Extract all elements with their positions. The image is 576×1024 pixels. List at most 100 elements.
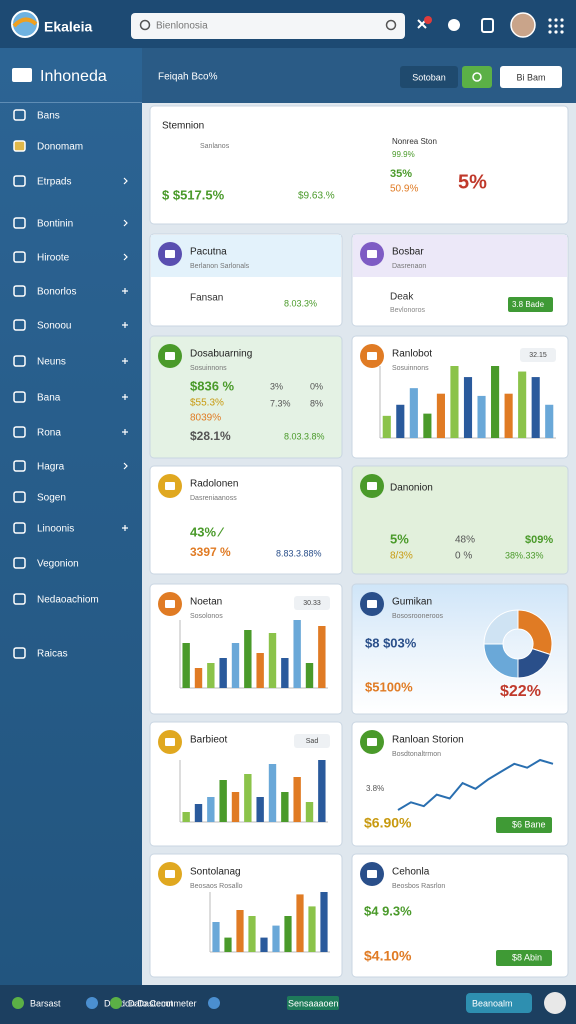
bar [268,633,277,688]
icon-grid[interactable] [548,18,564,34]
bar [194,668,203,688]
expand [122,394,128,400]
menu-icon [13,491,26,503]
bar [293,777,301,822]
card-subtitle: Sosuinnons [392,365,429,372]
bar [318,760,326,822]
chip [496,950,552,966]
bar [491,366,500,438]
footer-item: Sensaaaoen [288,998,339,1008]
button[interactable] [400,66,458,88]
stat: 8.03.3% [284,298,317,308]
footer-item: Barsast [30,998,61,1008]
chip [508,297,553,312]
card-icon-glyph [367,250,377,258]
card-subtitle: Berlanon Sarlonals [190,263,250,270]
card-subtitle: Sosuinnons [190,365,227,372]
stat: 0 % [455,551,472,562]
bar [231,792,240,822]
card-bg [351,335,569,459]
bar [318,626,326,688]
button-green[interactable] [462,66,492,88]
chevron [123,253,128,261]
donut-slice [483,609,519,645]
bar [256,797,264,822]
menu-icon [13,285,26,297]
card-title: Stemnion [162,121,204,132]
bar [219,780,227,822]
stat: $8 Abin [512,952,542,962]
menu-icon [13,251,26,263]
card-title: Pacutna [190,247,227,258]
card: Stemnion Sanlanos $ $517.5% $9.63.% Nonrea S… [149,105,569,225]
icon-doc[interactable] [481,18,494,33]
button[interactable] [500,66,562,88]
bar [182,643,190,688]
stat: 8% [310,398,323,408]
menu-item: Bonorlos [37,287,76,298]
stat: $836 % [190,378,235,393]
bar [236,910,244,952]
expand [122,322,128,328]
menu-icon [13,355,26,367]
menu-item: Rona [37,428,61,439]
bar [531,377,540,438]
bar [284,916,292,952]
card-icon-glyph [165,482,175,490]
bar [293,620,301,688]
card-icon-glyph [165,738,175,746]
card-icon-glyph [367,600,377,608]
menu-item: Hiroote [37,253,70,264]
stat: $4.10% [364,948,412,964]
stat: $22% [500,683,541,700]
card-title: Danonion [390,483,433,494]
card: Sontolanag Beosaos Rosallo [149,853,343,978]
stat: 8/3% [390,551,413,562]
footer-button[interactable] [466,993,532,1013]
search-icon[interactable] [385,19,397,31]
card-title: Gumikan [392,597,432,608]
stat: 3397 % [190,545,231,559]
footer-item: Dato Cemnmeter [128,998,197,1008]
bar [450,366,459,438]
bar [518,371,527,438]
stat: $ $517.5% [162,187,225,202]
avatar[interactable] [510,12,536,38]
bar [244,774,252,822]
button-icon [472,72,482,82]
stat: 3% [270,381,283,391]
stat: $9.63.% [298,191,335,202]
menu-icon [13,391,26,403]
card-title: Barbieot [190,735,227,746]
card-subtitle: Bososrooneroos [392,613,443,620]
card-title: Ranlobot [392,349,432,360]
card-bg [351,465,569,575]
menu-icon [13,593,26,605]
menu-icon [13,140,26,152]
menu-item: Bana [37,393,61,404]
stat: 0% [310,381,323,391]
card: Bosbar Dasrenaon Deak Bevlonoros 3.8 Bade [351,233,569,327]
notification-dot [424,16,432,24]
stat: 3.8% [366,784,384,793]
stat: $6.90% [364,815,412,831]
chevron [123,177,128,185]
icon-headset[interactable] [448,19,460,31]
card-bg [149,335,343,459]
bar [212,922,220,952]
stat: 35% [390,168,412,180]
menu-item: Sonoou [37,321,71,332]
bar [436,393,445,438]
bar [545,404,554,438]
search-box[interactable] [131,13,405,39]
card-bg [351,721,569,847]
badge-label: Sad [306,738,319,745]
menu-icon [13,319,26,331]
footer-chip[interactable] [287,996,339,1010]
chevron [123,219,128,227]
bar [224,937,232,952]
donut-slice [517,609,553,656]
footer-avatar[interactable] [544,992,566,1014]
footer-icon [12,997,24,1009]
bar [194,804,203,822]
